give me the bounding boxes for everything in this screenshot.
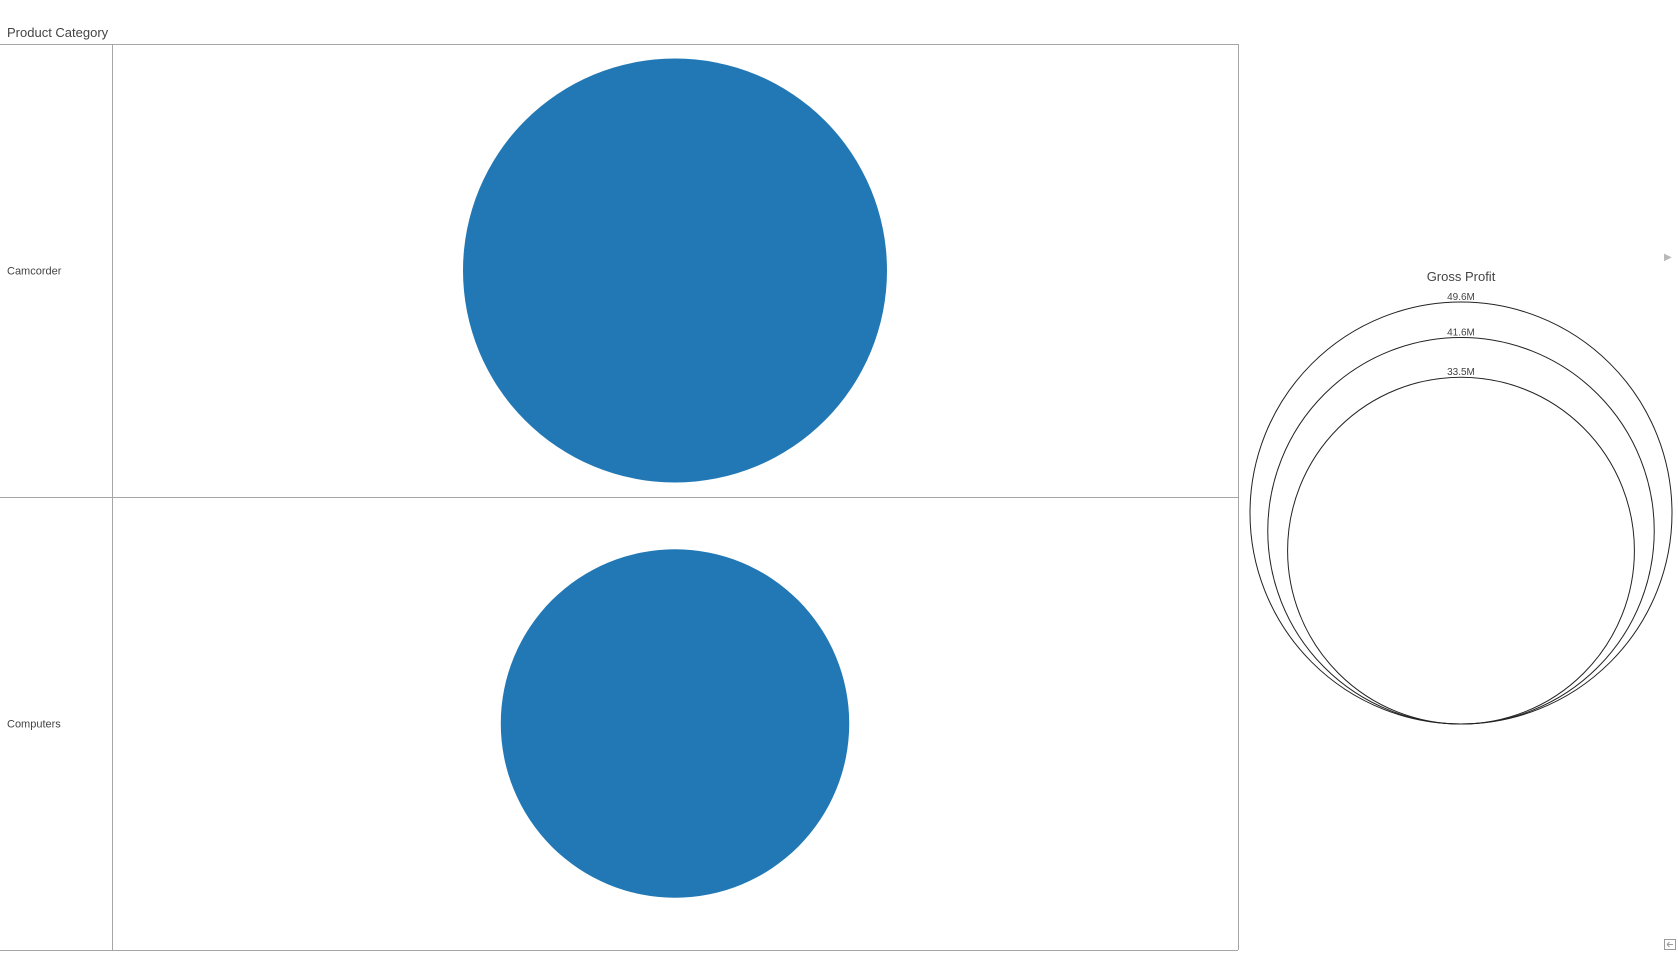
chart-grid — [0, 44, 1239, 951]
row-labels: Camcorder Computers — [7, 266, 62, 731]
row-label: Camcorder — [7, 266, 62, 278]
expand-arrow-icon[interactable]: ▶ — [1664, 252, 1672, 263]
legend-title: Gross Profit — [1427, 269, 1496, 284]
legend-size-circle — [1287, 376, 1635, 725]
legend-size-label: 33.5M — [1447, 367, 1475, 378]
legend-size-circle — [1267, 337, 1655, 725]
size-legend: Gross Profit 49.6M 41.6M 33.5M — [1249, 269, 1673, 725]
legend-size-label: 41.6M — [1447, 328, 1475, 339]
row-label: Computers — [7, 719, 61, 731]
resize-icon[interactable] — [1664, 939, 1676, 950]
row-dimension-title: Product Category — [7, 25, 109, 40]
legend-size-circle — [1249, 301, 1673, 725]
bubble-camcorder[interactable] — [463, 58, 887, 483]
legend-size-label: 49.6M — [1447, 292, 1475, 303]
bubbles — [463, 58, 887, 898]
bubble-computers[interactable] — [500, 549, 850, 898]
